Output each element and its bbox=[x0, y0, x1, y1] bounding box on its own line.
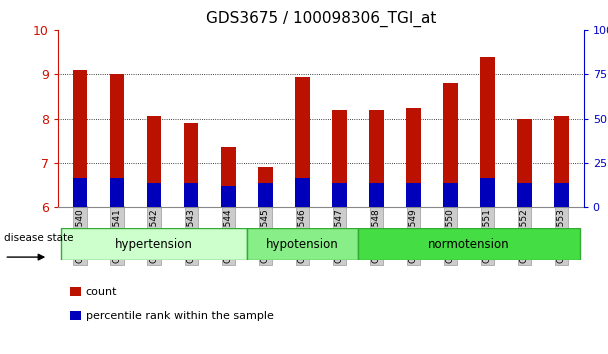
Bar bbox=[247, 228, 358, 260]
Bar bbox=[70, 311, 81, 320]
Bar bbox=[369, 110, 384, 207]
Text: hypotension: hypotension bbox=[266, 238, 339, 251]
Bar bbox=[184, 183, 198, 207]
Bar bbox=[258, 183, 272, 207]
Text: percentile rank within the sample: percentile rank within the sample bbox=[86, 310, 274, 321]
Bar bbox=[480, 178, 495, 207]
Text: normotension: normotension bbox=[428, 238, 510, 251]
Bar bbox=[72, 70, 88, 207]
Text: hypertension: hypertension bbox=[115, 238, 193, 251]
Bar bbox=[295, 76, 309, 207]
Bar bbox=[517, 119, 532, 207]
Bar bbox=[72, 178, 88, 207]
Bar bbox=[480, 57, 495, 207]
Bar bbox=[406, 183, 421, 207]
Bar bbox=[554, 116, 569, 207]
Bar bbox=[184, 123, 198, 207]
Bar bbox=[406, 108, 421, 207]
Bar bbox=[517, 183, 532, 207]
Title: GDS3675 / 100098306_TGI_at: GDS3675 / 100098306_TGI_at bbox=[206, 11, 436, 27]
Bar bbox=[147, 183, 162, 207]
Bar bbox=[554, 183, 569, 207]
Bar bbox=[147, 116, 162, 207]
Bar bbox=[109, 74, 125, 207]
Bar bbox=[443, 83, 458, 207]
Bar bbox=[109, 178, 125, 207]
Bar bbox=[221, 147, 235, 207]
Bar bbox=[332, 183, 347, 207]
Bar bbox=[258, 167, 272, 207]
Bar bbox=[70, 287, 81, 297]
Bar bbox=[61, 228, 247, 260]
Bar bbox=[443, 183, 458, 207]
Text: disease state: disease state bbox=[4, 233, 74, 243]
Bar bbox=[369, 183, 384, 207]
Bar bbox=[358, 228, 580, 260]
Bar bbox=[221, 186, 235, 207]
Bar bbox=[332, 110, 347, 207]
Bar bbox=[295, 178, 309, 207]
Text: count: count bbox=[86, 287, 117, 297]
